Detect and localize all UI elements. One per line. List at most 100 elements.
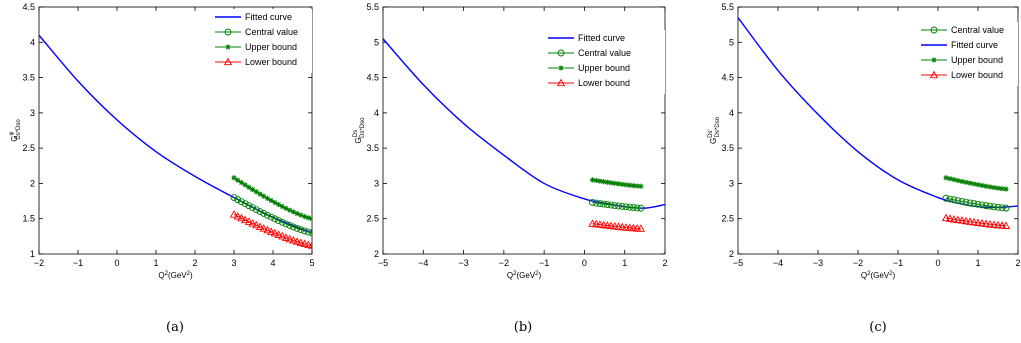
data-point-central-value (256, 208, 264, 216)
legend: Central value Fitted curve Upper bound Lowe… (918, 22, 1018, 86)
data-point-central-value (946, 195, 954, 203)
legend-marker (225, 44, 231, 50)
data-point-lower-bound (997, 221, 1007, 229)
panel-caption: (c) (869, 320, 886, 335)
panel-caption: (b) (514, 320, 532, 335)
data-point-upper-bound (301, 213, 308, 220)
data-point-upper-bound (608, 180, 614, 186)
y-axis-label: GDsDs*Dso (353, 117, 366, 144)
data-point-central-value (986, 202, 994, 210)
data-point-central-value (600, 200, 608, 208)
x-tick-label: 2 (192, 258, 197, 268)
data-point-lower-bound (237, 213, 246, 222)
data-point-upper-bound (999, 186, 1005, 192)
legend-marker (930, 26, 938, 34)
y-tick-label: 3.5 (721, 143, 734, 153)
data-point-central-value (304, 228, 312, 236)
y-tick-label: 1.5 (22, 214, 35, 224)
data-point-lower-bound (957, 216, 967, 224)
data-point-lower-bound (636, 224, 645, 232)
data-point-upper-bound (268, 197, 274, 204)
x-axis-label-part: Q (507, 271, 513, 280)
data-point-lower-bound (292, 237, 302, 245)
x-tick-label: −2 (853, 258, 863, 268)
data-point-upper-bound (983, 183, 989, 189)
x-tick-label: −1 (73, 258, 83, 268)
data-point-upper-bound (257, 191, 263, 197)
x-tick-label: 0 (114, 258, 119, 268)
data-point-lower-bound (252, 220, 261, 229)
chart-panel-a: −2 −1 0 1 2 3 4 511.522.533.544.5Q2(GeV2)GφDs*D… (9, 2, 315, 335)
data-point-central-value (592, 199, 600, 207)
y-tick-label: 2 (729, 249, 734, 259)
data-point-central-value (618, 202, 626, 210)
data-point-lower-bound (592, 219, 601, 228)
data-point-upper-bound (971, 181, 977, 187)
data-point-upper-bound (249, 186, 256, 193)
y-axis-label-main: G (709, 138, 718, 144)
x-axis-label-part: 2 (535, 271, 539, 277)
legend-label: Lower bound (578, 78, 630, 88)
data-point-central-value (589, 199, 596, 206)
data-point-lower-bound (266, 227, 276, 235)
x-tick-label: 1 (622, 258, 627, 268)
x-axis-label-part: Q (861, 271, 867, 280)
data-point-upper-bound (272, 199, 278, 206)
data-point-upper-bound (283, 205, 289, 211)
y-axis-label-sup: Ds' (708, 129, 714, 137)
data-point-lower-bound (278, 231, 287, 240)
y-tick-label: 5 (729, 37, 734, 47)
data-point-upper-bound (253, 189, 259, 195)
x-tick-label: −4 (773, 258, 783, 268)
data-point-lower-bound (240, 215, 250, 224)
data-point-central-value (942, 194, 950, 202)
x-tick-label: −1 (893, 258, 903, 268)
data-point-lower-bound (259, 224, 268, 232)
data-point-lower-bound (981, 219, 991, 227)
data-point-lower-bound (274, 230, 283, 238)
data-point-central-value (241, 200, 249, 208)
y-axis-label-main: G (354, 137, 363, 143)
data-point-upper-bound (287, 207, 293, 213)
legend-marker (556, 78, 566, 87)
y-tick-label: 4.5 (721, 73, 734, 83)
data-point-upper-bound (975, 182, 981, 188)
data-point-central-value (252, 206, 260, 214)
data-point-lower-bound (973, 218, 983, 226)
x-tick-label: 5 (309, 258, 314, 268)
x-tick-label: 2 (662, 258, 667, 268)
data-point-upper-bound (231, 175, 237, 181)
x-axis-label-part: 2 (165, 271, 169, 277)
data-point-lower-bound (300, 239, 309, 248)
y-tick-label: 4.5 (366, 73, 379, 83)
data-point-central-value (234, 196, 242, 204)
data-point-upper-bound (612, 180, 618, 186)
x-axis-label-part: (GeV (516, 271, 535, 280)
data-point-central-value (633, 204, 641, 212)
legend-label: Central value (951, 25, 1004, 35)
data-point-central-value (271, 215, 279, 223)
data-point-upper-bound (593, 177, 599, 184)
data-point-lower-bound (304, 240, 312, 249)
data-point-upper-bound (294, 210, 300, 217)
y-tick-label: 1 (30, 249, 35, 259)
data-point-upper-bound (987, 184, 993, 190)
data-point-lower-bound (281, 233, 291, 241)
data-point-lower-bound (941, 213, 951, 222)
data-point-lower-bound (961, 216, 971, 225)
data-point-lower-bound (588, 219, 597, 227)
data-point-upper-bound (995, 185, 1001, 191)
data-point-central-value (249, 204, 257, 212)
legend-marker (223, 57, 233, 66)
series-layer (383, 38, 665, 232)
y-tick-label: 3.5 (366, 143, 379, 153)
x-axis-label-part: 2 (867, 271, 871, 277)
data-point-central-value (611, 202, 619, 209)
y-tick-label: 5.5 (721, 2, 734, 12)
legend-label: Fitted curve (578, 33, 625, 43)
data-point-central-value (263, 211, 271, 219)
x-tick-label: −2 (499, 258, 509, 268)
data-point-lower-bound (229, 210, 239, 218)
data-point-lower-bound (949, 214, 959, 223)
x-axis-label: Q2(GeV2) (861, 271, 896, 280)
